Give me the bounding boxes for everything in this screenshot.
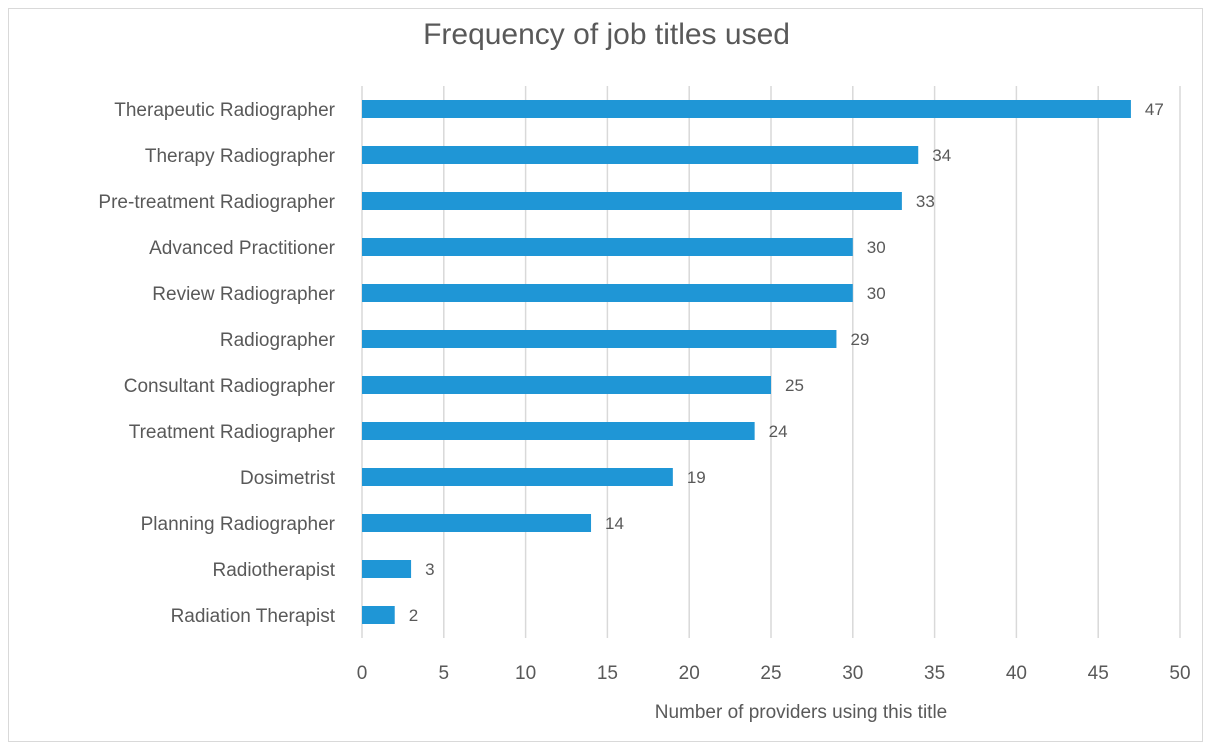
- data-label: 29: [850, 330, 869, 349]
- chart-frame: [8, 8, 1203, 742]
- data-label: 2: [409, 606, 418, 625]
- x-tick-label: 40: [1006, 663, 1027, 684]
- data-label: 14: [605, 514, 624, 533]
- x-tick-label: 20: [679, 663, 700, 684]
- x-tick-label: 5: [439, 663, 450, 684]
- category-label: Therapy Radiographer: [145, 146, 336, 167]
- bar: [362, 192, 902, 210]
- data-label: 47: [1145, 100, 1164, 119]
- bar: [362, 376, 771, 394]
- category-label: Radiotherapist: [212, 560, 335, 581]
- x-tick-label: 10: [515, 663, 536, 684]
- x-tick-label: 35: [924, 663, 945, 684]
- bar: [362, 560, 412, 578]
- data-label: 3: [425, 560, 434, 579]
- category-label: Advanced Practitioner: [149, 238, 336, 259]
- bar: [362, 284, 853, 302]
- data-label: 24: [769, 422, 788, 441]
- bar: [362, 514, 592, 532]
- bar: [362, 100, 1131, 118]
- category-label: Treatment Radiographer: [129, 422, 336, 443]
- x-tick-label: 25: [760, 663, 781, 684]
- bar: [362, 422, 755, 440]
- data-label: 25: [785, 376, 804, 395]
- category-label: Consultant Radiographer: [124, 376, 336, 397]
- bar: [362, 330, 837, 348]
- bar: [362, 238, 853, 256]
- bar: [362, 606, 395, 624]
- data-label: 30: [867, 284, 886, 303]
- bar: [362, 146, 919, 164]
- x-tick-label: 45: [1088, 663, 1109, 684]
- category-label: Radiation Therapist: [171, 606, 336, 627]
- category-label: Radiographer: [220, 330, 336, 351]
- chart-title: Frequency of job titles used: [423, 18, 790, 51]
- category-label: Review Radiographer: [152, 284, 335, 305]
- x-tick-label: 30: [842, 663, 863, 684]
- data-label: 19: [687, 468, 706, 487]
- category-label: Therapeutic Radiographer: [114, 100, 335, 121]
- x-tick-label: 0: [357, 663, 368, 684]
- x-tick-label: 15: [597, 663, 618, 684]
- category-label: Planning Radiographer: [141, 514, 336, 535]
- bar: [362, 468, 673, 486]
- category-label: Dosimetrist: [240, 468, 336, 489]
- category-label: Pre-treatment Radiographer: [98, 192, 335, 213]
- data-label: 30: [867, 238, 886, 257]
- x-axis-title: Number of providers using this title: [655, 702, 948, 723]
- data-label: 33: [916, 192, 935, 211]
- data-label: 34: [932, 146, 951, 165]
- x-tick-label: 50: [1169, 663, 1190, 684]
